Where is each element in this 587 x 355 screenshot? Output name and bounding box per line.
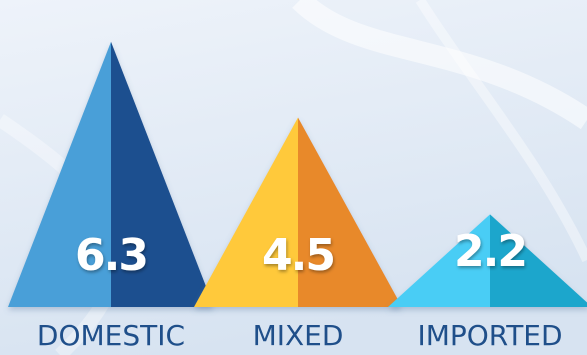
pyramid-domestic-light-face: [8, 41, 111, 308]
pyramid-domestic: [8, 41, 214, 308]
value-labels: 6.3 4.5 2.2: [75, 226, 528, 281]
category-label-mixed: MIXED: [253, 319, 344, 352]
value-label-domestic: 6.3: [75, 230, 147, 281]
value-label-imported: 2.2: [454, 226, 526, 277]
pyramid-mixed: [194, 117, 402, 308]
pyramid-marks: [8, 41, 587, 308]
pyramid-imported-dark-face: [490, 214, 587, 307]
pyramid-mixed-dark-face: [298, 117, 402, 308]
value-label-mixed: 4.5: [262, 230, 334, 281]
category-labels: DOMESTIC MIXED IMPORTED: [37, 319, 563, 352]
pyramid-imported-light-face: [388, 214, 490, 307]
pyramid-domestic-dark-face: [111, 41, 214, 308]
pyramid-imported: [388, 214, 587, 307]
category-label-domestic: DOMESTIC: [37, 319, 185, 352]
pyramid-mixed-light-face: [194, 117, 298, 308]
category-label-imported: IMPORTED: [417, 319, 562, 352]
